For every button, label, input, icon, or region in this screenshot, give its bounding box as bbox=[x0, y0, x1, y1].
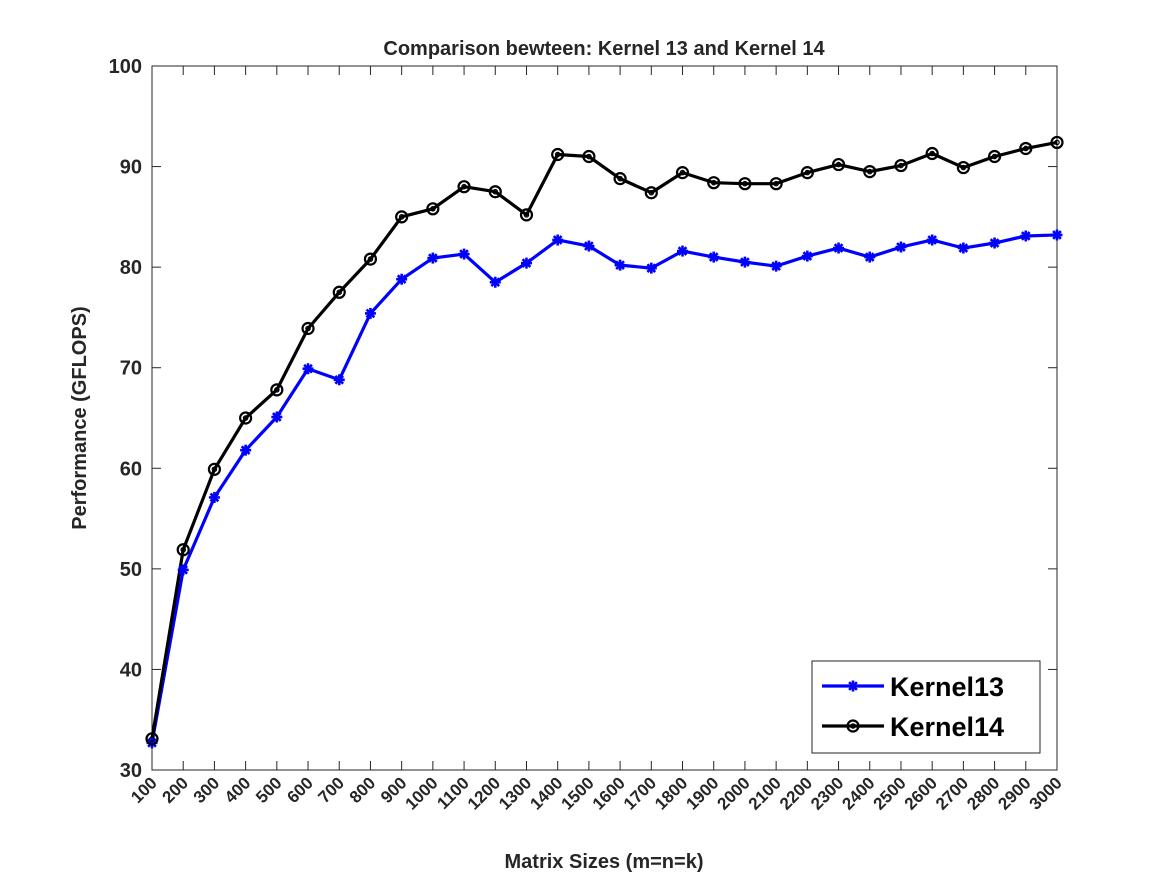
data-point-kernel13 bbox=[1051, 229, 1063, 241]
data-point-kernel13 bbox=[770, 260, 782, 272]
data-point-kernel13 bbox=[864, 251, 876, 263]
data-point-kernel13 bbox=[271, 411, 283, 423]
data-point-kernel13 bbox=[240, 444, 252, 456]
data-point-kernel14 bbox=[800, 166, 814, 180]
data-point-kernel14 bbox=[395, 210, 409, 224]
data-point-kernel14 bbox=[956, 160, 970, 175]
legend: Kernel13 Kernel14 bbox=[811, 660, 1041, 754]
data-point-kernel13 bbox=[957, 242, 969, 254]
data-point-kernel14 bbox=[1019, 141, 1033, 156]
y-tick-label: 100 bbox=[109, 56, 142, 78]
series-markers bbox=[145, 135, 1064, 749]
data-point-kernel14 bbox=[863, 165, 877, 179]
data-point-kernel13 bbox=[552, 234, 564, 246]
data-point-kernel13 bbox=[489, 276, 501, 288]
data-point-kernel14 bbox=[894, 158, 908, 173]
chart-title: Comparison bewteen: Kernel 13 and Kernel… bbox=[383, 38, 825, 60]
y-tick-label: 80 bbox=[120, 257, 142, 279]
data-point-kernel13 bbox=[208, 491, 220, 503]
data-point-kernel13 bbox=[427, 252, 439, 264]
data-point-kernel13 bbox=[739, 256, 751, 268]
data-point-kernel13 bbox=[926, 234, 938, 246]
data-point-kernel13 bbox=[833, 242, 845, 254]
data-point-kernel14 bbox=[987, 149, 1002, 164]
data-point-kernel13 bbox=[302, 363, 314, 375]
data-point-kernel14 bbox=[769, 177, 783, 191]
data-point-kernel13 bbox=[645, 262, 657, 274]
data-point-kernel14 bbox=[1050, 135, 1064, 150]
x-axis-label: Matrix Sizes (m=n=k) bbox=[505, 851, 704, 873]
data-point-kernel13 bbox=[614, 259, 626, 271]
y-tick-label: 30 bbox=[120, 760, 142, 782]
data-point-kernel13 bbox=[895, 241, 907, 253]
data-point-kernel14 bbox=[270, 383, 284, 397]
data-point-kernel14 bbox=[207, 462, 222, 476]
data-point-kernel13 bbox=[333, 374, 345, 386]
legend-label: Kernel14 bbox=[890, 712, 1004, 742]
y-tick-label: 50 bbox=[120, 559, 142, 581]
data-point-kernel13 bbox=[583, 240, 595, 252]
legend-box bbox=[811, 660, 1041, 754]
y-tick-label: 40 bbox=[120, 659, 142, 681]
data-point-kernel13 bbox=[520, 257, 532, 269]
data-point-kernel14 bbox=[551, 147, 565, 162]
data-point-kernel14 bbox=[457, 180, 471, 194]
data-point-kernel13 bbox=[364, 307, 376, 319]
data-point-kernel14 bbox=[831, 157, 846, 172]
data-point-kernel14 bbox=[644, 186, 658, 200]
data-point-kernel14 bbox=[363, 252, 378, 266]
data-point-kernel13 bbox=[458, 248, 470, 260]
data-point-kernel13 bbox=[989, 237, 1001, 249]
data-point-kernel14 bbox=[301, 321, 315, 336]
data-point-kernel13 bbox=[1020, 230, 1032, 242]
data-point-kernel14 bbox=[707, 176, 721, 190]
data-point-kernel14 bbox=[332, 285, 346, 299]
data-point-kernel14 bbox=[145, 732, 159, 746]
data-point-kernel14 bbox=[488, 185, 502, 199]
data-point-kernel14 bbox=[176, 543, 190, 557]
y-tick-label: 90 bbox=[120, 157, 142, 179]
y-tick-label: 60 bbox=[120, 458, 142, 480]
data-point-kernel13 bbox=[708, 251, 720, 263]
legend-marker bbox=[847, 680, 859, 692]
data-point-kernel13 bbox=[677, 245, 689, 257]
data-point-kernel14 bbox=[582, 149, 596, 164]
data-point-kernel14 bbox=[239, 411, 253, 425]
data-point-kernel14 bbox=[426, 202, 440, 216]
data-point-kernel14 bbox=[925, 146, 939, 161]
data-point-kernel14 bbox=[519, 208, 534, 222]
plot-frame bbox=[151, 65, 1058, 771]
legend-label: Kernel13 bbox=[890, 672, 1004, 702]
data-point-kernel13 bbox=[801, 250, 813, 262]
legend-marker bbox=[846, 719, 860, 733]
data-point-kernel14 bbox=[738, 177, 752, 191]
data-point-kernel14 bbox=[675, 166, 690, 180]
y-axis-label: Performance (GFLOPS) bbox=[69, 306, 91, 529]
y-tick-label: 70 bbox=[120, 358, 142, 380]
data-point-kernel13 bbox=[396, 273, 408, 285]
data-point-kernel14 bbox=[613, 172, 627, 186]
data-point-kernel13 bbox=[177, 564, 189, 576]
